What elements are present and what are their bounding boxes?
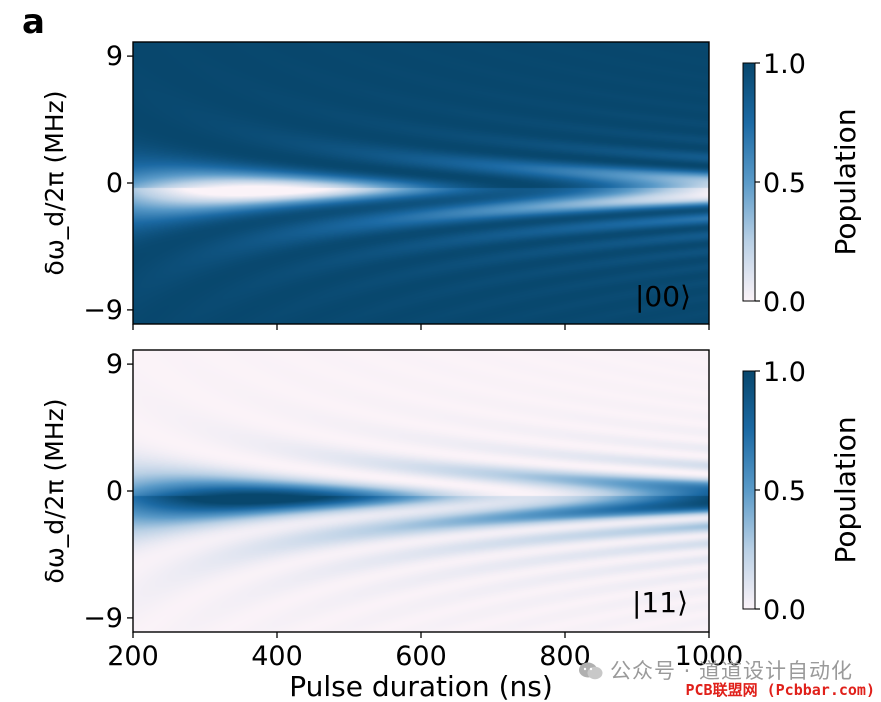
top-colorbar-ticks: 0.0 0.5 1.0 [755,49,806,318]
y-tick-label: 9 [106,41,123,72]
bottom-y-axis-label: δω_d/2π (MHz) [40,399,69,584]
y-tick-label: 0 [106,168,123,199]
top-heatmap-image [133,42,709,324]
colorbar-tick-label: 1.0 [763,357,806,388]
watermark-pcbbar: PCB联盟网 (Pcbbar.com) [685,681,876,699]
top-axis-ticks: 9 0 −9 [83,41,710,330]
y-tick-label: 0 [106,476,123,507]
y-tick-label: 9 [106,349,123,380]
watermark-line1: 公众号 · 道道设计自动化 [609,659,853,683]
panel-label: a [22,2,45,42]
top-y-axis-label: δω_d/2π (MHz) [40,91,69,276]
bottom-colorbar-ticks: 0.0 0.5 1.0 [755,357,806,626]
x-tick-label: 200 [107,641,159,672]
watermark-wechat: 公众号 · 道道设计自动化 [578,655,853,685]
top-colorbar [742,62,756,302]
top-colorbar-label: Population [829,108,862,255]
bottom-colorbar [742,370,756,610]
y-tick-label: −9 [83,295,123,326]
y-tick-label: −9 [83,603,123,634]
colorbar-tick-label: 0.0 [763,595,806,626]
colorbar-tick-label: 0.0 [763,287,806,318]
bottom-colorbar-label: Population [829,416,862,563]
top-panel: 9 0 −9 δω_d/2π (MHz) |00⟩ 0.0 0.5 1.0 Popula… [40,41,862,330]
colorbar-tick-label: 1.0 [763,49,806,80]
colorbar-tick-label: 0.5 [763,168,806,199]
colorbar-tick-label: 0.5 [763,476,806,507]
bottom-state-label: |11⟩ [632,586,688,619]
wechat-icon [578,662,603,680]
x-tick-label: 400 [251,641,303,672]
x-tick-label: 600 [395,641,447,672]
top-state-label: |00⟩ [635,280,691,313]
x-tick-label: 1000 [675,641,744,672]
x-axis-label: Pulse duration (ns) [289,670,553,702]
bottom-heatmap-image [133,350,709,632]
